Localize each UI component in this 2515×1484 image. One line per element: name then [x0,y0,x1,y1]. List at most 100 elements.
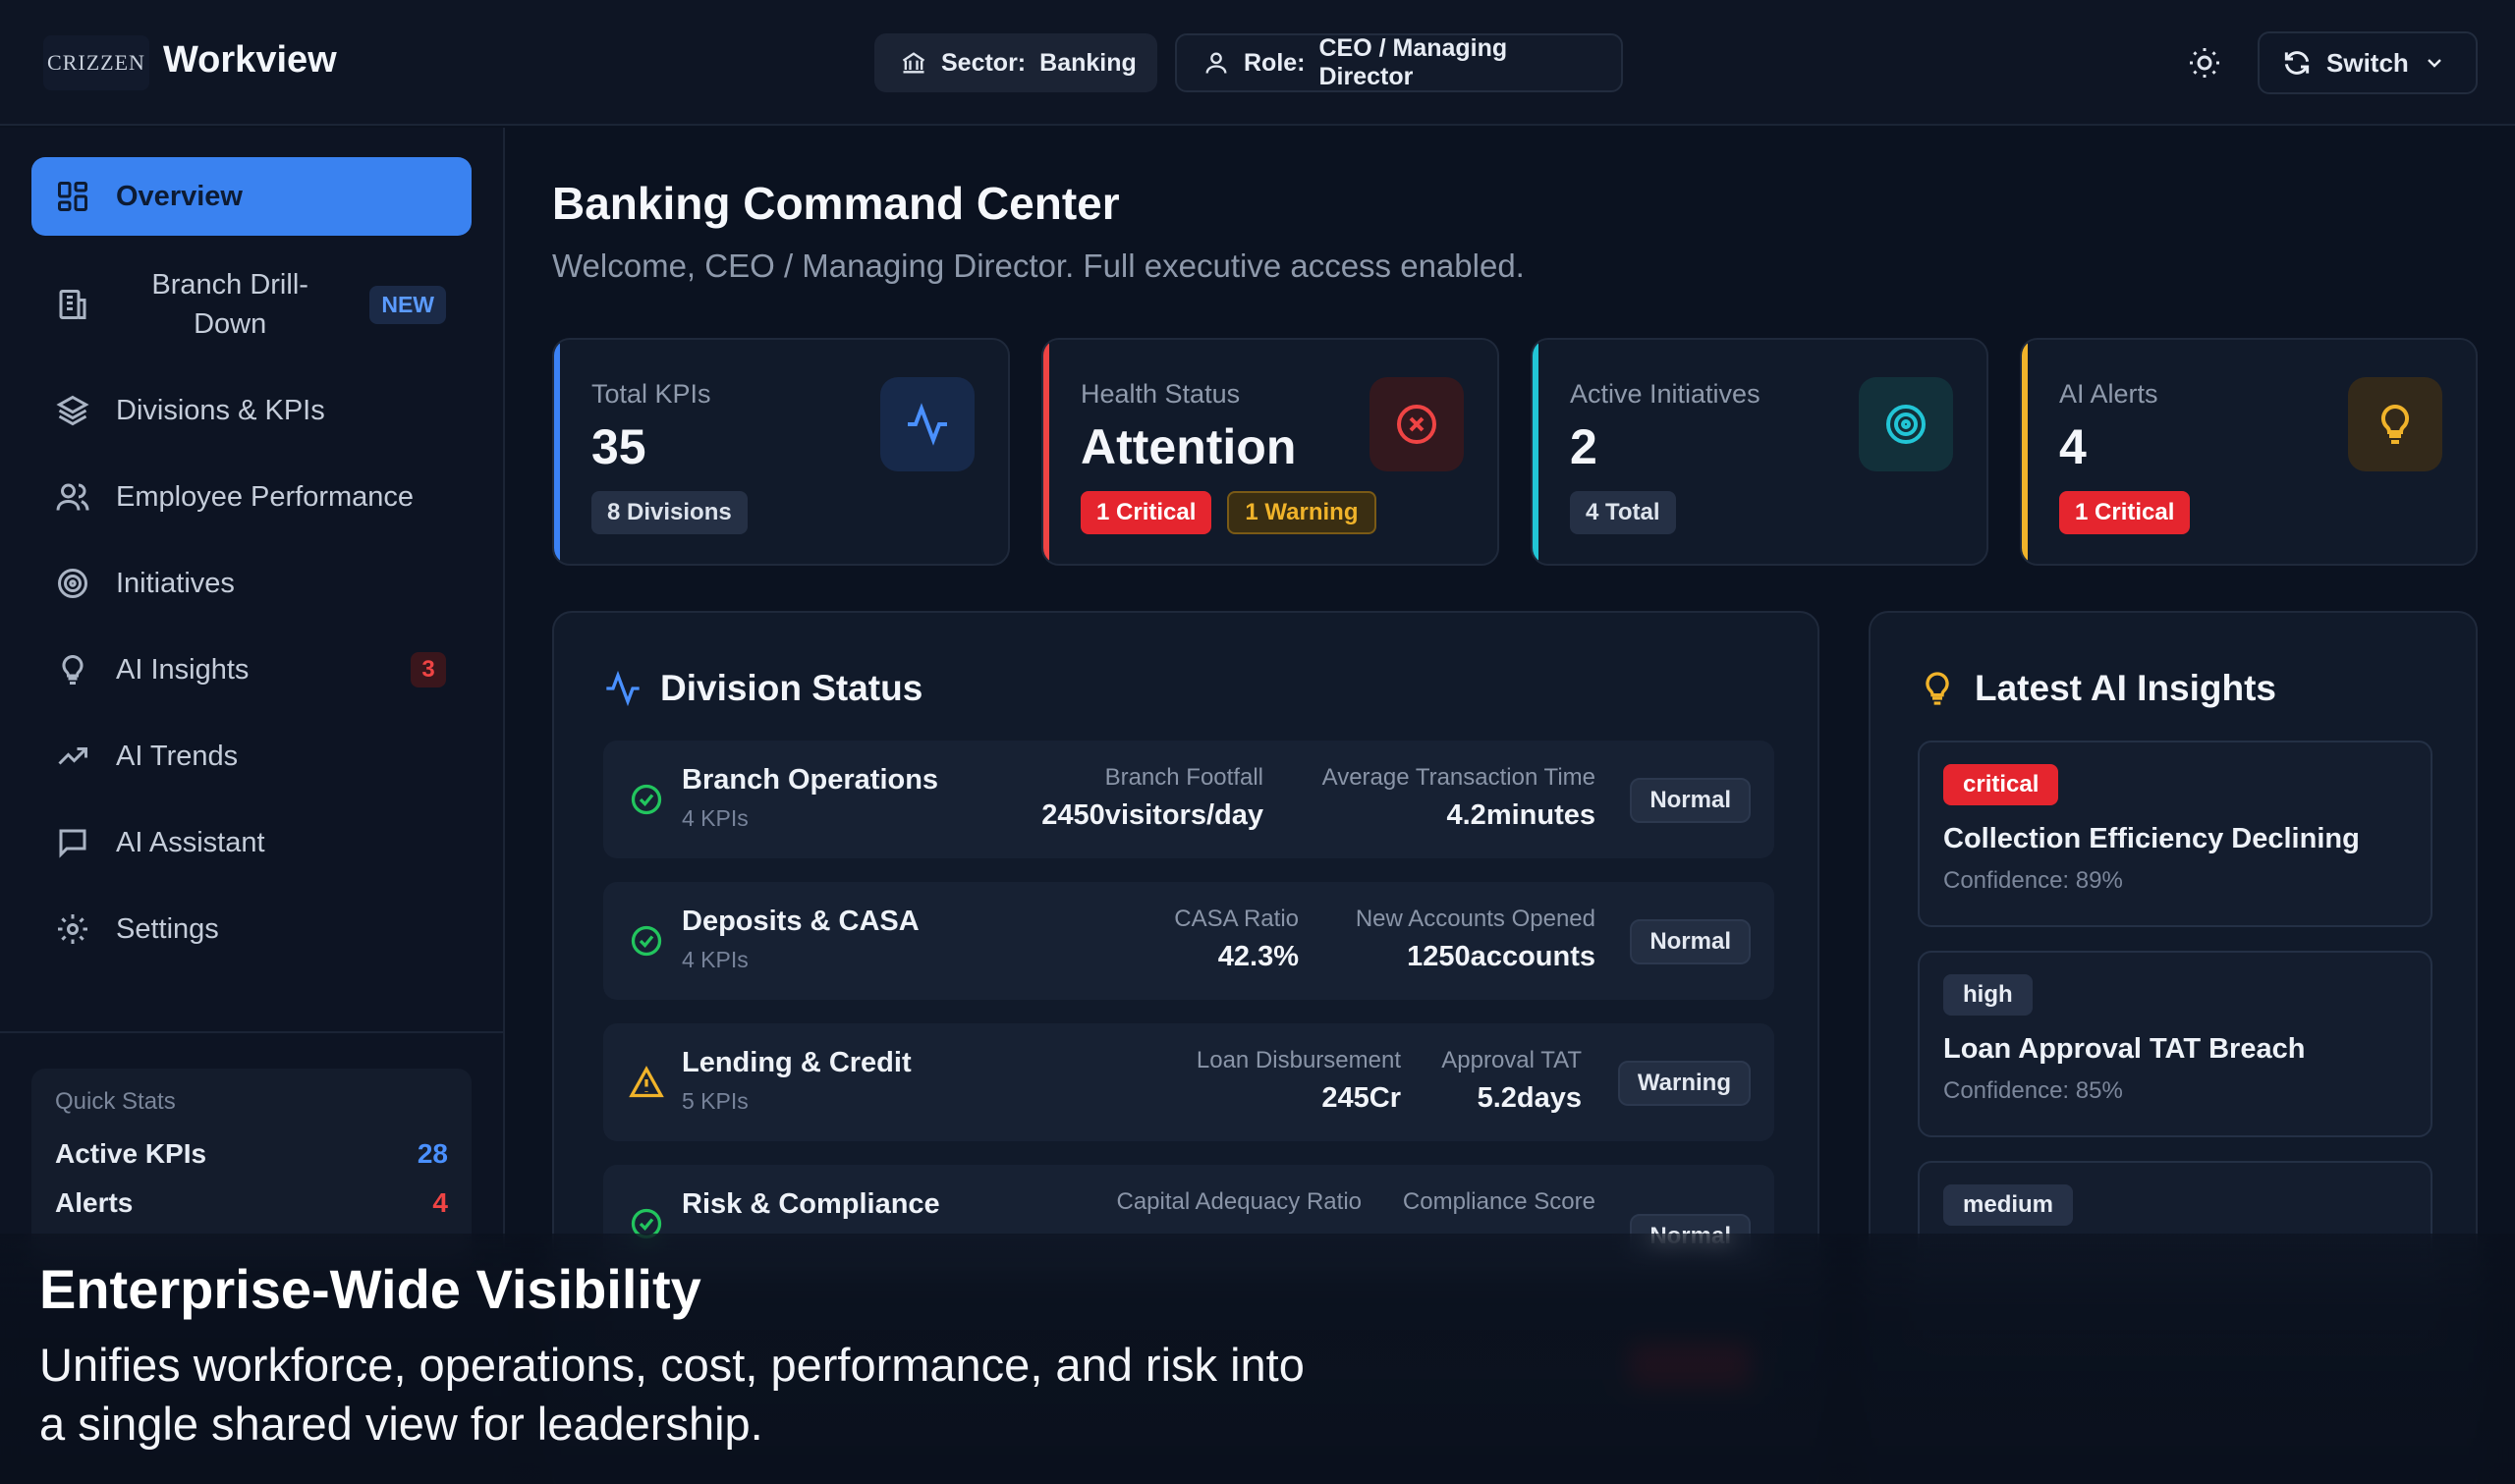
critical-chip: 1 Critical [2059,491,2191,534]
division-kpi-count: 4 KPIs [682,947,749,972]
latest-ai-insights-header: Latest AI Insights [1918,668,2276,709]
stat-label: Total KPIs [591,379,711,409]
chat-icon [55,825,90,860]
critical-chip: 1 Critical [1081,491,1212,534]
sidebar-item-branch-drill-down[interactable]: Branch Drill- Down NEW [31,255,472,354]
warning-triangle-icon [627,1063,666,1102]
caption-body: Unifies workforce, operations, cost, per… [39,1339,1305,1450]
target-icon [55,566,90,601]
sidebar-divider [0,1031,505,1033]
stat-card-total-kpis[interactable]: Total KPIs 35 8 Divisions [552,338,1010,566]
refresh-icon [2281,47,2313,79]
sidebar-item-ai-trends[interactable]: AI Trends [31,717,472,796]
division-metric-2: New Accounts Opened 1250accounts [1356,906,1595,973]
insight-confidence: Confidence: 89% [1943,867,2123,894]
switch-button[interactable]: Switch [2258,31,2478,94]
stat-label: Health Status [1081,379,1241,409]
theme-toggle-sun-icon[interactable] [2185,43,2224,82]
sidebar-item-label: AI Assistant [116,826,265,858]
status-badge: Normal [1630,778,1751,823]
stat-chips: 4 Total [1570,491,1676,534]
lightbulb-icon [55,652,90,687]
sidebar-item-ai-assistant[interactable]: AI Assistant [31,803,472,882]
status-badge: Warning [1617,1061,1751,1106]
role-value: CEO / Managing Director [1318,34,1508,90]
insight-title: Collection Efficiency Declining [1943,823,2360,854]
sidebar-item-overview[interactable]: Overview [31,157,472,236]
metric-value: 1250accounts [1407,941,1595,972]
stat-label: AI Alerts [2059,379,2158,409]
stat-card-ai-alerts[interactable]: AI Alerts 4 1 Critical [2020,338,2478,566]
alerts-value: 4 [432,1187,448,1218]
stat-card-health-status[interactable]: Health Status Attention 1 Critical 1 War… [1041,338,1499,566]
sidebar-item-label: Overview [116,180,243,212]
stat-value: Attention [1081,419,1297,474]
insight-title: Loan Approval TAT Breach [1943,1033,2306,1065]
division-metric-1: Loan Disbursement 245Cr [1197,1047,1401,1115]
layers-icon [55,393,90,428]
caption-title: Enterprise-Wide Visibility [39,1258,701,1320]
severity-badge: medium [1943,1184,2074,1226]
sidebar-item-label: Branch Drill- Down [151,269,308,340]
chevron-down-icon [2423,51,2446,75]
sidebar-item-label: AI Trends [116,740,239,772]
insight-card[interactable]: high Loan Approval TAT Breach Confidence… [1918,951,2432,1137]
page-title: Banking Command Center [552,178,1120,229]
trend-icon [55,739,90,774]
metric-label: Loan Disbursement [1196,1047,1401,1073]
sidebar-item-label: Initiatives [116,567,235,599]
sidebar-item-employee-performance[interactable]: Employee Performance [31,458,472,536]
check-circle-icon [627,921,666,961]
stat-label: Active Initiatives [1570,379,1760,409]
role-label: Role: [1244,48,1306,77]
quick-stats-active-kpis-row: Active KPIs 28 [55,1129,448,1179]
app-name: Workview [163,39,337,81]
sidebar-item-ai-insights[interactable]: AI Insights 3 [31,631,472,709]
stat-value: 35 [591,419,646,474]
alerts-label: Alerts [55,1187,134,1218]
gear-icon [55,911,90,947]
severity-badge: high [1943,974,2033,1016]
sector-value: Banking [1039,48,1137,77]
warning-chip: 1 Warning [1227,491,1376,534]
bank-icon [900,49,927,77]
division-metric-1: Branch Footfall 2450visitors/day [1041,764,1263,832]
division-status-header: Division Status [603,668,922,709]
sector-pill[interactable]: Sector: Banking [874,33,1157,92]
lightbulb-icon [1918,669,1957,708]
stat-card-active-initiatives[interactable]: Active Initiatives 2 4 Total [1531,338,1988,566]
division-name: Deposits & CASA [682,906,920,937]
division-kpi-count: 5 KPIs [682,1088,749,1114]
division-status-title: Division Status [660,668,923,708]
status-badge: Normal [1630,919,1751,964]
metric-label: Compliance Score [1402,1188,1595,1215]
grid-icon [55,179,90,214]
metric-value: 42.3% [1217,941,1299,972]
metric-label: CASA Ratio [1174,906,1299,932]
division-row-branch-operations[interactable]: Branch Operations 4 KPIs Branch Footfall… [603,741,1774,858]
division-row-lending-credit[interactable]: Lending & Credit 5 KPIs Loan Disbursemen… [603,1023,1774,1141]
sidebar-item-initiatives[interactable]: Initiatives [31,544,472,623]
insight-card[interactable]: critical Collection Efficiency Declining… [1918,741,2432,927]
divisions-chip: 8 Divisions [591,491,748,534]
card-accent-edge [2022,340,2028,564]
target-icon [1859,377,1953,471]
division-row-deposits-casa[interactable]: Deposits & CASA 4 KPIs CASA Ratio 42.3% … [603,882,1774,1000]
quick-stats-card: Quick Stats Active KPIs 28 Alerts 4 [31,1069,472,1265]
role-pill[interactable]: Role: CEO / Managing Director [1175,33,1623,92]
metric-value: 4.2minutes [1446,799,1596,831]
brand-logo[interactable]: CRIZZEN [43,35,149,90]
division-name: Branch Operations [682,764,939,796]
quick-stats-title: Quick Stats [55,1088,176,1115]
division-name: Risk & Compliance [682,1188,940,1220]
stat-chips: 8 Divisions [591,491,748,534]
metric-label: Average Transaction Time [1321,764,1595,791]
latest-ai-insights-title: Latest AI Insights [1975,668,2277,708]
sidebar-item-label: Settings [116,912,219,945]
division-metric-1: Capital Adequacy Ratio [1117,1188,1363,1216]
metric-value: 5.2days [1477,1082,1582,1114]
card-accent-edge [1533,340,1538,564]
card-accent-edge [1043,340,1049,564]
sidebar-item-settings[interactable]: Settings [31,890,472,968]
sidebar-item-divisions-kpis[interactable]: Divisions & KPIs [31,371,472,450]
